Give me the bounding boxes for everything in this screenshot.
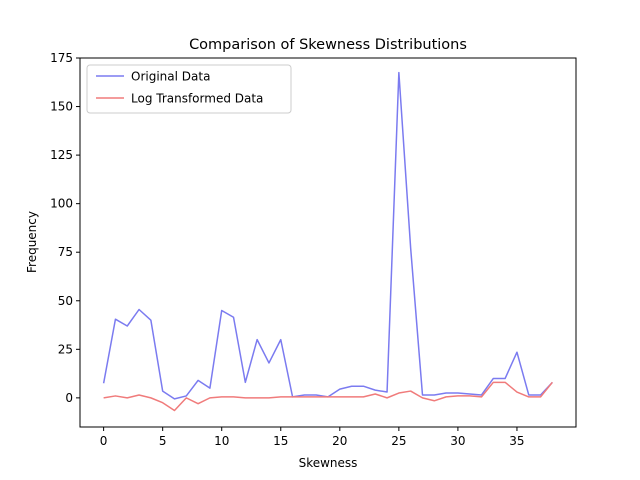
plot-frame (79, 57, 577, 428)
legend-box (86, 64, 292, 114)
y-tick-label: 75 (58, 245, 73, 259)
y-tick-label: 50 (58, 294, 73, 308)
series-line-log-transformed-data (103, 381, 553, 412)
x-tick-label: 0 (100, 434, 108, 448)
legend-label-log-transformed-data: Log Transformed Data (131, 92, 263, 106)
x-tick-label: 20 (332, 434, 347, 448)
legend: Original Data Log Transformed Data (86, 64, 292, 114)
y-tick-label: 100 (50, 197, 73, 211)
x-tick-label: 15 (273, 434, 288, 448)
y-tick-label: 0 (65, 391, 73, 405)
x-tick-label: 25 (391, 434, 406, 448)
y-axis-ticks: 0 25 50 75 100 125 150 175 (50, 51, 80, 405)
y-tick-label: 150 (50, 100, 73, 114)
x-tick-label: 35 (509, 434, 524, 448)
y-axis-label: Frequency (25, 211, 39, 273)
legend-label-original-data: Original Data (131, 70, 210, 84)
x-axis-label: Skewness (299, 456, 358, 470)
x-axis-ticks: 0 5 10 15 20 25 30 35 (100, 427, 525, 448)
y-tick-label: 125 (50, 148, 73, 162)
plot-area (80, 58, 576, 427)
x-tick-label: 5 (159, 434, 167, 448)
chart-title: Comparison of Skewness Distributions (189, 37, 467, 53)
axes-layer (79, 57, 577, 428)
series-layer (102, 71, 553, 412)
y-tick-label: 25 (58, 342, 73, 356)
x-tick-label: 30 (450, 434, 465, 448)
y-tick-label: 175 (50, 51, 73, 65)
x-tick-label: 10 (214, 434, 229, 448)
